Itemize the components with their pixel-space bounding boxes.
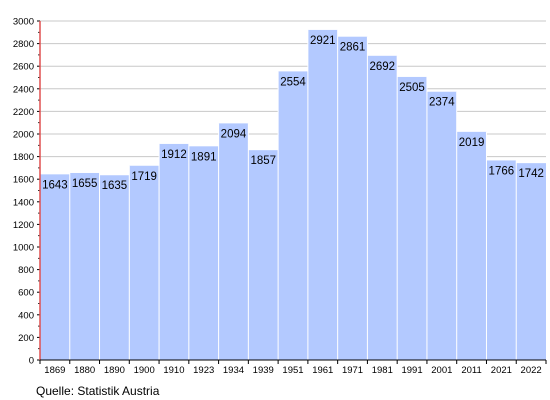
data-label: 1857 — [250, 155, 276, 167]
bar-1971 — [337, 36, 368, 360]
bar-1961 — [307, 29, 338, 360]
y-tick-label: 800 — [18, 265, 34, 276]
x-tick-label: 1961 — [312, 365, 333, 376]
x-tick-label: 1910 — [163, 365, 184, 376]
bars — [40, 29, 546, 361]
source-note: Quelle: Statistik Austria — [36, 384, 160, 398]
bar-2011 — [456, 131, 487, 360]
y-tick-label: 2600 — [13, 62, 34, 73]
bar-1923 — [188, 146, 219, 360]
bar-2021 — [486, 160, 517, 360]
x-tick-label: 1923 — [193, 365, 214, 376]
y-tick-label: 1600 — [13, 175, 34, 186]
y-tick-label: 3000 — [13, 17, 34, 28]
bar-2022 — [516, 163, 546, 360]
bar-1880 — [69, 172, 100, 360]
x-tick-label: 1900 — [134, 365, 155, 376]
x-tick-label: 1951 — [282, 365, 303, 376]
x-tick-label: 2011 — [461, 365, 481, 376]
x-tick-label: 1890 — [104, 365, 125, 376]
data-label: 1655 — [72, 178, 98, 190]
year-separator-lines — [69, 29, 517, 360]
data-label: 1891 — [191, 151, 217, 163]
data-label: 1643 — [42, 179, 68, 191]
y-tick-label: 1400 — [13, 197, 34, 208]
x-tick-label: 1981 — [372, 365, 393, 376]
bar-1991 — [397, 76, 427, 360]
x-tick-label: 2021 — [491, 365, 512, 376]
y-tick-label: 600 — [18, 288, 34, 299]
data-label: 2554 — [280, 76, 306, 88]
bar-1869 — [40, 174, 70, 360]
data-label: 2861 — [340, 42, 366, 54]
y-tick-labels: 0 200 400 600 800 1000 1200 1400 1600 1800 2000 220… — [13, 17, 34, 367]
data-label: 2505 — [399, 82, 425, 94]
y-tick-label: 400 — [18, 310, 34, 321]
data-label: 1912 — [161, 149, 187, 161]
bar-1910 — [159, 143, 189, 360]
y-tick-label: 0 — [29, 356, 34, 367]
x-tick-label: 2022 — [521, 365, 542, 376]
bar-1951 — [278, 71, 308, 360]
x-tick-label: 1869 — [44, 365, 65, 376]
y-tick-label: 2000 — [13, 130, 34, 141]
y-tick-label: 1800 — [13, 152, 34, 163]
bar-1939 — [248, 150, 279, 360]
y-tick-label: 200 — [18, 333, 34, 344]
x-tick-label: 1934 — [223, 365, 244, 376]
bar-2001 — [426, 91, 457, 360]
y-tick-label: 1000 — [13, 243, 34, 254]
axes — [37, 20, 547, 364]
x-tick-label: 1991 — [401, 365, 422, 376]
data-label: 2921 — [310, 35, 336, 47]
data-label: 2019 — [459, 137, 485, 149]
x-tick-labels: 1869 1880 1890 1900 1910 1923 1934 1939 1951 1961… — [44, 365, 541, 376]
data-label: 1742 — [518, 168, 544, 180]
x-tick-label: 1880 — [74, 365, 95, 376]
x-tick-label: 1971 — [342, 365, 363, 376]
data-label: 2692 — [369, 61, 395, 73]
bar-1900 — [129, 165, 160, 360]
data-label: 1719 — [131, 171, 157, 183]
bar-1890 — [99, 175, 130, 360]
data-label: 2094 — [221, 128, 247, 140]
y-tick-label: 2400 — [13, 84, 34, 95]
y-tick-label: 2200 — [13, 107, 34, 118]
bar-1934 — [218, 123, 249, 361]
data-label: 2374 — [429, 97, 455, 109]
y-tick-label: 1200 — [13, 220, 34, 231]
data-label: 1766 — [489, 165, 515, 177]
x-tick-label: 2001 — [431, 365, 452, 376]
x-tick-label: 1939 — [253, 365, 274, 376]
data-label: 1635 — [102, 180, 128, 192]
y-tick-label: 2800 — [13, 39, 34, 50]
bar-1981 — [367, 55, 398, 360]
